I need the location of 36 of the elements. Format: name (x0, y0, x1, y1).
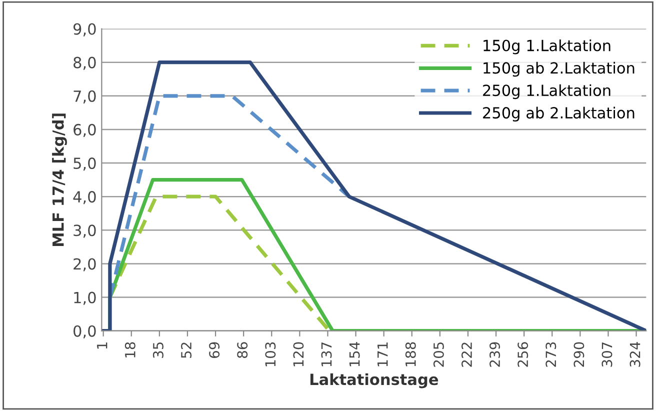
x-tick-label: 324 (630, 342, 640, 367)
legend-label: 250g 1.Laktation (483, 84, 610, 100)
x-axis-title: Laktationstage (310, 373, 438, 388)
x-tick-label: 137 (321, 342, 332, 366)
y-tick-label: 4,0 (73, 191, 96, 204)
y-tick-label: 3,0 (74, 224, 96, 238)
y-tick-label: 8,0 (74, 56, 96, 70)
y-tick-label: 7,0 (74, 90, 96, 104)
legend-label: 150g ab 2.Laktation (484, 62, 634, 77)
y-tick-label: 9,0 (73, 23, 96, 36)
y-tick-label: 6,0 (74, 124, 96, 138)
y-tick-label: 5,0 (74, 157, 96, 171)
x-tick-label: 273 (546, 342, 556, 367)
x-tick-label: 86 (237, 342, 248, 358)
y-tick-label: 2,0 (74, 258, 96, 272)
legend-label: 250g ab 2.Laktation (483, 106, 634, 122)
x-tick-label: 205 (433, 342, 444, 367)
x-tick-label: 18 (124, 342, 136, 358)
x-tick-label: 35 (152, 342, 164, 358)
x-tick-label: 222 (461, 342, 472, 367)
x-tick-label: 239 (490, 342, 500, 367)
x-tick-label: 69 (209, 342, 220, 358)
x-tick-label: 1 (97, 342, 108, 349)
legend-label: 150g 1.Laktation (484, 39, 610, 54)
y-axis-title: MLF 17/4 [kg/d] (52, 114, 67, 246)
x-tick-label: 120 (293, 342, 304, 366)
x-tick-label: 154 (349, 342, 360, 366)
x-tick-label: 103 (265, 342, 276, 366)
x-tick-label: 171 (378, 342, 388, 366)
x-tick-label: 256 (518, 342, 528, 367)
x-tick-label: 188 (405, 342, 416, 366)
x-tick-label: 307 (602, 342, 612, 367)
y-tick-label: 1,0 (74, 292, 96, 305)
y-tick-label: 0,0 (74, 325, 96, 338)
x-tick-label: 52 (181, 342, 192, 358)
x-tick-label: 290 (574, 342, 584, 367)
